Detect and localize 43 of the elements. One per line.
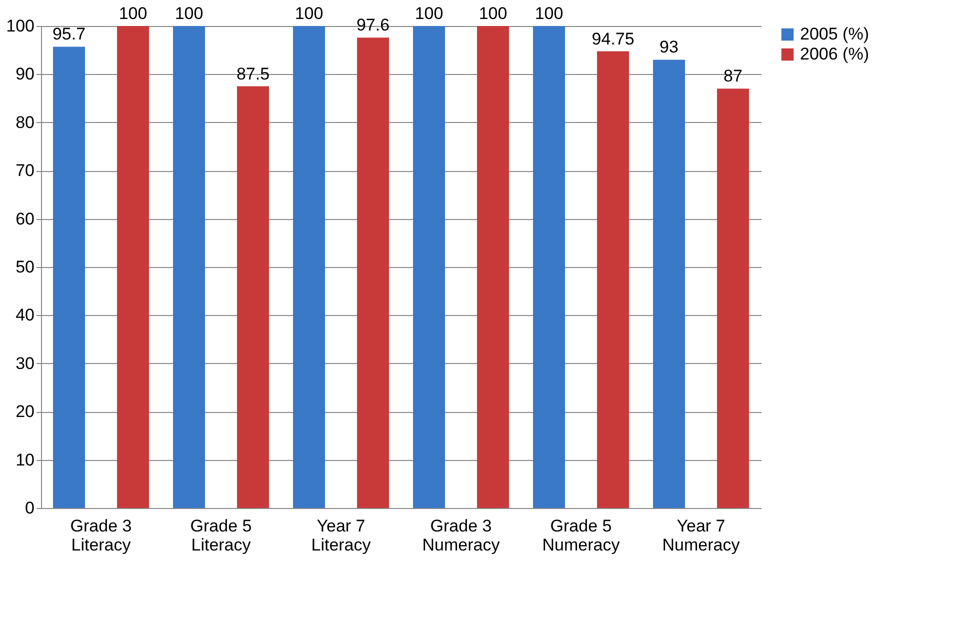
bar (117, 26, 149, 508)
data-label: 97.6 (356, 16, 390, 35)
x-tick-label: Year 7 Literacy (311, 516, 372, 554)
bar (237, 86, 269, 508)
data-label: 100 (534, 4, 564, 23)
y-tick-label: 0 (25, 498, 34, 518)
y-tick-label: 50 (16, 258, 34, 276)
x-tick-label: Grade 5 Literacy (190, 516, 252, 554)
y-tick-label: 20 (16, 402, 34, 422)
data-label: 87 (724, 66, 742, 86)
y-tick-label: 30 (16, 354, 34, 373)
legend-label: 2006 (%) (800, 44, 869, 64)
legend-label: 2005 (%) (800, 24, 869, 44)
bar (357, 38, 389, 508)
bar (293, 26, 325, 508)
bar (653, 60, 685, 508)
x-tick-label: Grade 3 Numeracy (422, 516, 500, 554)
x-tick-label: Grade 3 Literacy (70, 516, 132, 554)
bar (53, 46, 85, 508)
data-label: 94.75 (592, 29, 634, 48)
bar (413, 26, 445, 508)
y-tick-label: 70 (16, 161, 34, 180)
data-label: 87.5 (236, 64, 270, 84)
y-tick-label: 100 (6, 16, 34, 36)
bar (717, 88, 749, 508)
data-label: 100 (118, 4, 148, 23)
y-tick-label: 10 (16, 450, 34, 470)
data-label: 100 (174, 4, 204, 23)
data-label: 95.7 (52, 24, 86, 44)
y-tick-label: 40 (16, 306, 34, 325)
data-label: 93 (660, 38, 678, 57)
y-tick-label: 80 (16, 112, 34, 132)
bar (533, 26, 565, 508)
y-tick-label: 60 (16, 209, 34, 228)
data-label: 100 (294, 4, 324, 23)
data-label: 100 (414, 4, 444, 23)
bar (477, 26, 509, 508)
data-label: 100 (478, 4, 508, 23)
x-tick-label: Year 7 Numeracy (662, 516, 740, 554)
bar (597, 51, 629, 508)
bar (173, 26, 205, 508)
y-tick-label: 90 (16, 64, 34, 84)
x-tick-label: Grade 5 Numeracy (542, 516, 620, 554)
